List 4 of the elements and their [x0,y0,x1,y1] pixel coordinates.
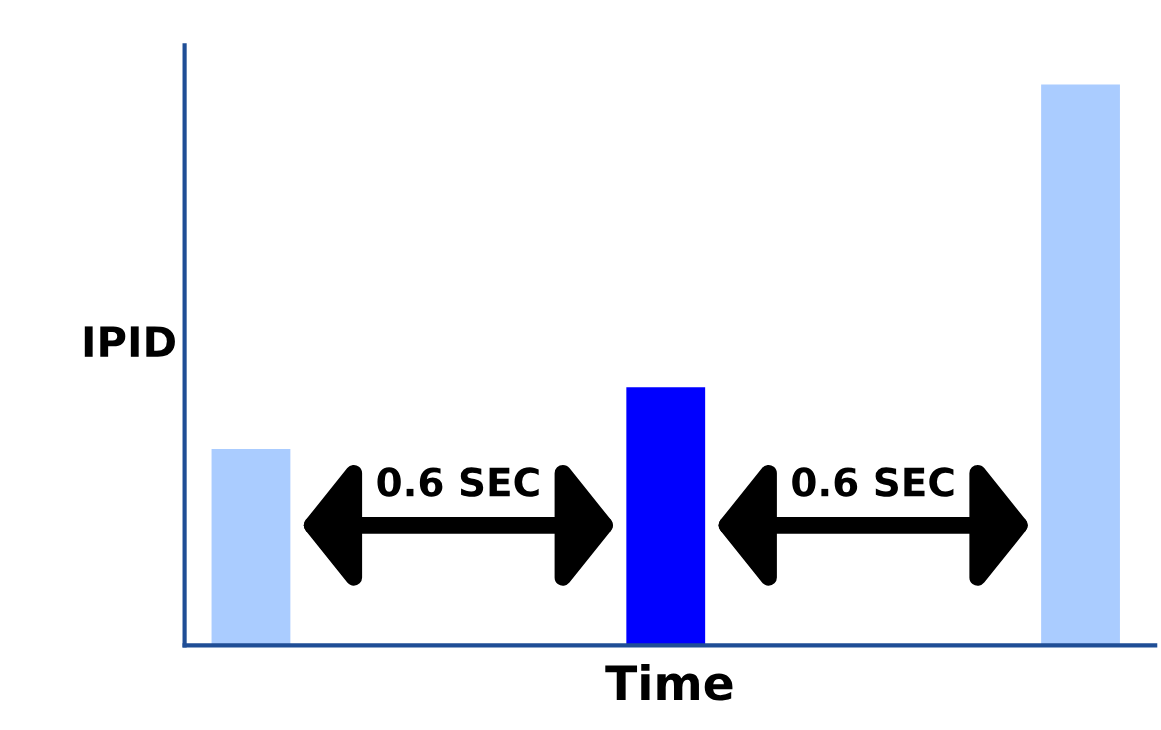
y-axis-title: IPID [84,326,175,357]
x-axis-title: Time [605,664,733,701]
annotation: 0.6 SEC [377,467,539,497]
annotation: 0.6 SEC [792,467,954,497]
